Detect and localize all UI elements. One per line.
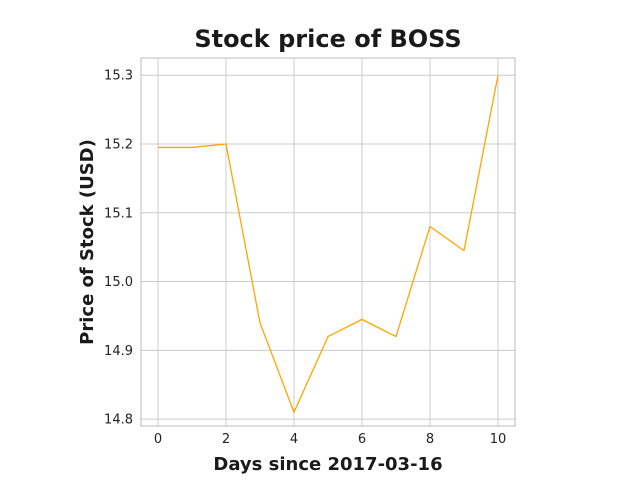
x-axis-label: Days since 2017-03-16 [213,454,442,475]
x-tick-label: 0 [154,432,162,447]
x-tick-label: 6 [358,432,366,447]
price-data-point [225,143,227,145]
series-layer [157,74,499,413]
y-tick-label: 15.3 [104,69,133,84]
y-tick-label: 15.1 [104,206,133,221]
price-data-point [395,336,397,338]
x-tick-labels: 0 2 4 6 8 10 [154,432,506,447]
price-data-point [191,146,193,148]
y-tick-label: 15.2 [104,137,133,152]
y-tick-label: 14.9 [104,344,133,359]
plot-frame [140,57,516,427]
price-data-point [259,322,261,324]
y-tick-label: 15.0 [104,275,133,290]
price-data-point [463,250,465,252]
price-data-point [361,318,363,320]
x-tick-label: 2 [222,432,230,447]
x-tick-label: 8 [426,432,434,447]
y-tick-label: 14.8 [104,413,133,428]
y-axis-label: Price of Stock (USD) [77,139,98,345]
grid-layer [141,58,515,426]
price-data-point [497,74,499,76]
x-tick-label: 10 [490,432,507,447]
y-tick-labels: 14.8 14.9 15.0 15.1 15.2 15.3 [104,69,133,428]
price-series-line [158,75,499,413]
price-data-point [327,336,329,338]
price-data-point [429,226,431,228]
price-data-point [293,411,295,413]
price-data-point [157,146,159,148]
chart-title: Stock price of BOSS [194,25,461,53]
x-tick-label: 4 [290,432,298,447]
